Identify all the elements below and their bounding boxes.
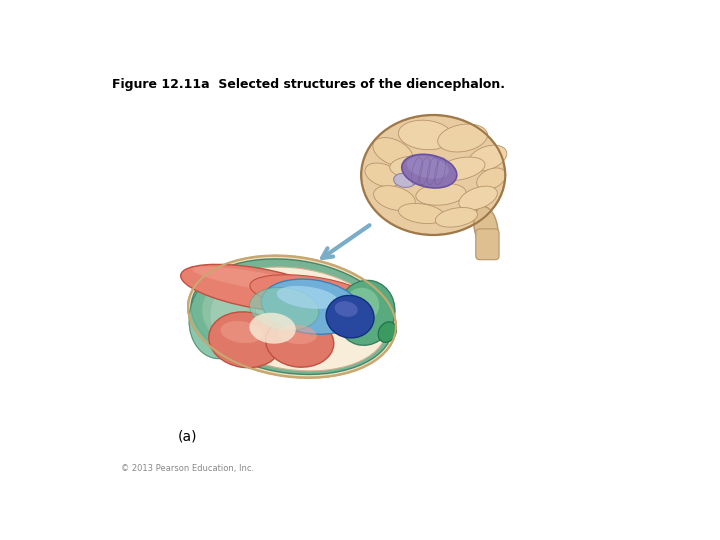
Ellipse shape xyxy=(398,204,445,224)
Ellipse shape xyxy=(336,280,395,345)
Ellipse shape xyxy=(335,301,358,317)
Ellipse shape xyxy=(390,156,446,179)
Text: Figure 12.11a  Selected structures of the diencephalon.: Figure 12.11a Selected structures of the… xyxy=(112,78,505,91)
Ellipse shape xyxy=(191,259,393,374)
Text: © 2013 Pearson Education, Inc.: © 2013 Pearson Education, Inc. xyxy=(121,464,254,474)
Ellipse shape xyxy=(189,274,256,359)
FancyBboxPatch shape xyxy=(476,229,499,260)
Ellipse shape xyxy=(344,288,379,322)
Ellipse shape xyxy=(402,154,456,188)
Ellipse shape xyxy=(374,186,415,211)
Ellipse shape xyxy=(278,325,317,344)
Ellipse shape xyxy=(436,207,477,227)
Ellipse shape xyxy=(326,295,374,338)
Ellipse shape xyxy=(188,256,396,377)
Text: (a): (a) xyxy=(178,429,197,443)
Ellipse shape xyxy=(220,321,263,343)
Ellipse shape xyxy=(398,120,452,150)
Ellipse shape xyxy=(365,163,400,187)
Ellipse shape xyxy=(459,186,498,210)
Ellipse shape xyxy=(261,279,361,334)
Ellipse shape xyxy=(436,157,485,180)
Ellipse shape xyxy=(416,183,466,205)
Ellipse shape xyxy=(477,168,506,190)
Ellipse shape xyxy=(373,138,413,166)
Ellipse shape xyxy=(249,313,296,343)
Ellipse shape xyxy=(361,116,505,235)
Ellipse shape xyxy=(276,286,338,309)
Ellipse shape xyxy=(202,267,387,371)
Ellipse shape xyxy=(250,287,319,330)
Ellipse shape xyxy=(407,156,449,179)
Ellipse shape xyxy=(192,266,322,295)
Ellipse shape xyxy=(266,317,334,367)
FancyArrowPatch shape xyxy=(322,225,369,258)
Ellipse shape xyxy=(209,312,282,368)
Ellipse shape xyxy=(468,145,507,171)
Ellipse shape xyxy=(438,124,487,152)
Ellipse shape xyxy=(250,275,373,313)
Ellipse shape xyxy=(378,322,397,342)
Ellipse shape xyxy=(394,173,415,187)
Ellipse shape xyxy=(210,280,273,349)
Ellipse shape xyxy=(181,265,333,312)
Ellipse shape xyxy=(474,206,498,248)
